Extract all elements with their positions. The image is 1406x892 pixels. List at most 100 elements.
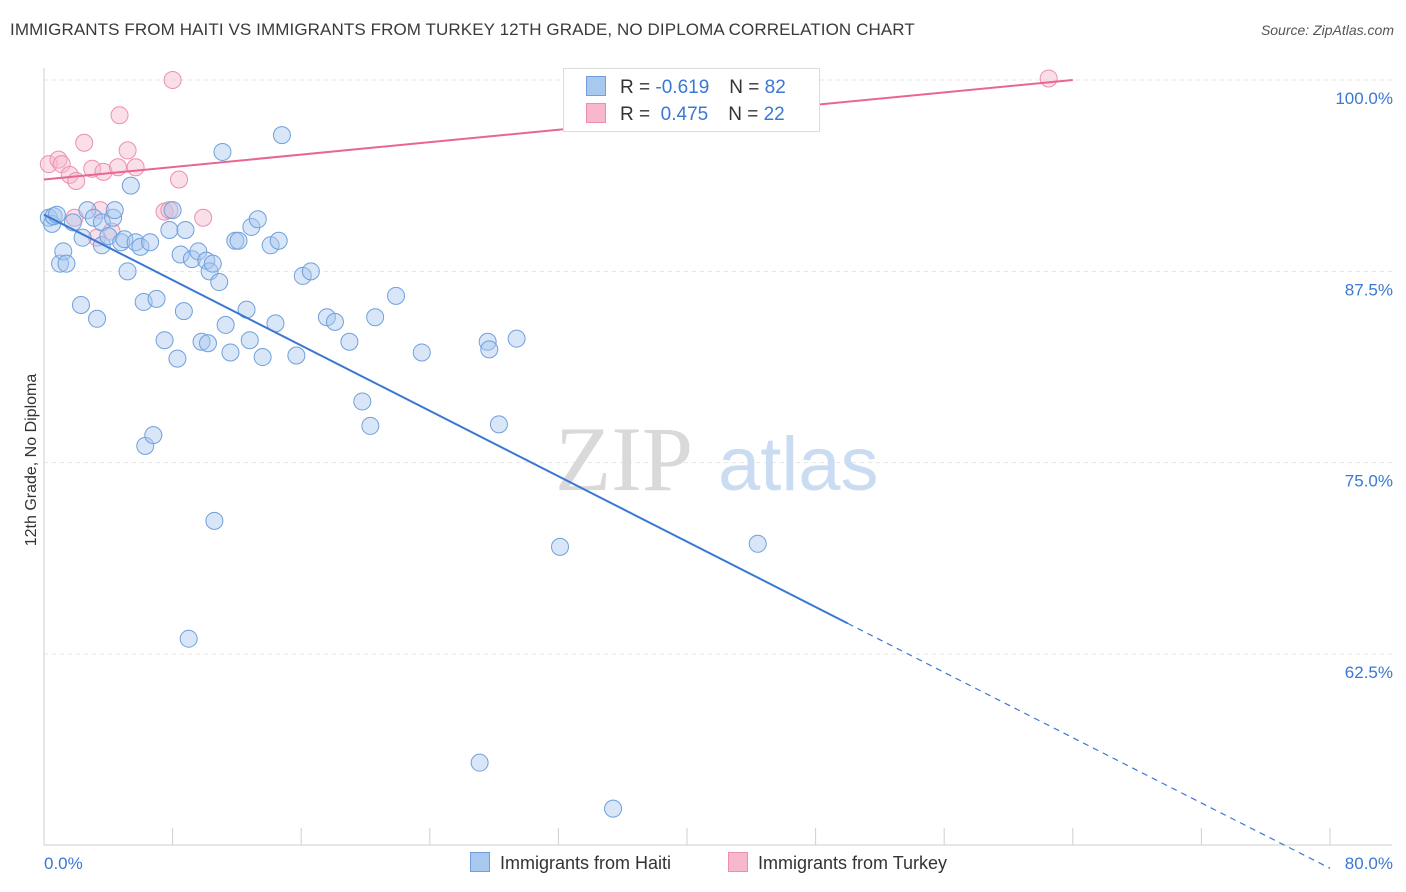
- turkey-swatch: [586, 103, 606, 123]
- turkey-point: [110, 106, 129, 125]
- haiti-point: [141, 233, 160, 252]
- haiti-point: [71, 296, 90, 315]
- haiti-point: [242, 217, 261, 236]
- tick-labels: 100.0% 87.5% 75.0% 62.5% 0.0% 80.0%: [44, 89, 1393, 873]
- haiti-trend-extension: [847, 622, 1331, 869]
- x-tick-label-max: 80.0%: [1345, 854, 1393, 873]
- turkey-point: [126, 158, 145, 177]
- bottom-turkey-label: Immigrants from Turkey: [758, 853, 948, 873]
- haiti-point: [221, 343, 240, 362]
- haiti-point: [272, 126, 291, 145]
- watermark: ZIP atlas: [555, 408, 879, 510]
- turkey-point: [170, 170, 189, 189]
- haiti-point: [192, 332, 211, 351]
- haiti-point: [131, 237, 150, 256]
- haiti-point: [301, 262, 320, 281]
- haiti-point: [168, 349, 187, 368]
- turkey-point: [39, 155, 58, 174]
- bottom-legend-haiti: Immigrants from Haiti: [470, 852, 671, 874]
- haiti-point: [240, 331, 259, 350]
- haiti-point: [198, 334, 217, 353]
- haiti-point: [105, 201, 124, 220]
- stats-legend: R = -0.619 N = 82 R = 0.475 N = 22: [563, 68, 820, 132]
- haiti-point: [174, 302, 193, 321]
- haiti-point: [78, 201, 97, 220]
- axes: [43, 68, 1392, 846]
- haiti-point: [269, 231, 288, 250]
- haiti-point: [361, 416, 380, 435]
- haiti-point: [144, 426, 163, 445]
- haiti-point: [118, 262, 137, 281]
- bottom-legend-turkey: Immigrants from Turkey: [728, 852, 947, 874]
- haiti-point: [213, 142, 232, 161]
- turkey-point: [118, 141, 137, 160]
- y-tick-label: 100.0%: [1335, 89, 1393, 108]
- haiti-point: [216, 315, 235, 334]
- haiti-points: [39, 126, 767, 818]
- haiti-point: [248, 210, 267, 229]
- haiti-r-value: -0.619: [655, 77, 710, 98]
- turkey-r-label: R =: [620, 104, 651, 125]
- grid-lines: [44, 79, 1392, 655]
- haiti-point: [112, 233, 131, 252]
- turkey-point: [163, 71, 182, 89]
- bottom-turkey-swatch: [728, 852, 748, 872]
- watermark-zip: ZIP: [555, 408, 693, 510]
- haiti-point: [57, 254, 76, 273]
- haiti-point: [205, 511, 224, 530]
- turkey-trend-line: [43, 79, 1073, 181]
- haiti-point: [210, 273, 229, 292]
- haiti-n-value: 82: [764, 77, 786, 98]
- watermark-atlas: atlas: [718, 422, 879, 507]
- turkey-point: [1039, 69, 1058, 88]
- haiti-point: [604, 799, 623, 818]
- turkey-point: [83, 159, 102, 178]
- haiti-point: [489, 415, 508, 434]
- haiti-swatch: [586, 76, 606, 96]
- turkey-n-label: N =: [728, 104, 759, 125]
- haiti-point: [748, 534, 767, 553]
- haiti-n-label: N =: [729, 77, 760, 98]
- haiti-point: [480, 340, 499, 359]
- turkey-r-value: 0.475: [660, 104, 709, 125]
- y-tick-label: 87.5%: [1345, 280, 1393, 299]
- haiti-point: [412, 343, 431, 362]
- haiti-point: [551, 537, 570, 556]
- haiti-point: [171, 245, 190, 264]
- haiti-point: [366, 308, 385, 327]
- turkey-point: [194, 208, 213, 227]
- haiti-point: [104, 208, 123, 227]
- haiti-point: [179, 629, 198, 648]
- bottom-haiti-swatch: [470, 852, 490, 872]
- y-axis-label: 12th Grade, No Diploma: [23, 373, 40, 547]
- chart-title: IMMIGRANTS FROM HAITI VS IMMIGRANTS FROM…: [10, 20, 915, 39]
- haiti-trend-line: [43, 213, 849, 625]
- turkey-points: [39, 69, 1058, 247]
- haiti-point: [203, 254, 222, 273]
- haiti-point: [470, 753, 489, 772]
- haiti-point: [340, 332, 359, 351]
- haiti-point: [88, 309, 107, 328]
- legend-row-haiti: R = -0.619 N = 82: [586, 76, 786, 99]
- haiti-point: [155, 331, 174, 350]
- y-tick-label: 75.0%: [1345, 472, 1393, 491]
- haiti-point: [160, 221, 179, 240]
- haiti-point: [353, 392, 372, 411]
- haiti-point: [163, 201, 182, 220]
- haiti-point: [507, 329, 526, 348]
- haiti-point: [147, 289, 166, 308]
- haiti-point: [325, 312, 344, 331]
- haiti-point: [229, 231, 248, 250]
- turkey-point: [94, 162, 113, 181]
- source-label: Source: ZipAtlas.com: [1260, 22, 1394, 38]
- haiti-point: [387, 286, 406, 305]
- haiti-point: [176, 221, 195, 240]
- haiti-point: [182, 250, 201, 269]
- haiti-point: [287, 346, 306, 365]
- haiti-point: [121, 176, 140, 195]
- haiti-point: [253, 348, 272, 367]
- turkey-n-value: 22: [763, 104, 785, 125]
- x-tick-label-min: 0.0%: [44, 854, 83, 873]
- haiti-r-label: R =: [620, 77, 651, 98]
